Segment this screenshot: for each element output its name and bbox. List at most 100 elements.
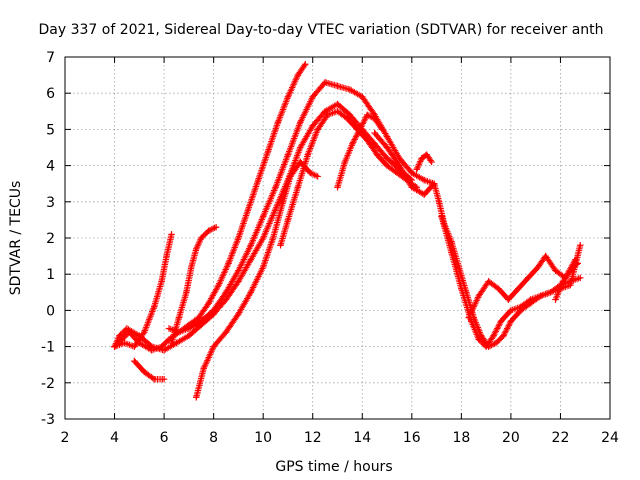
data-point: [371, 115, 378, 122]
data-point: [517, 303, 525, 310]
data-series: [111, 61, 584, 401]
data-point: [490, 332, 497, 339]
data-point: [123, 325, 131, 332]
x-tick-label: 2: [61, 430, 70, 446]
data-point: [525, 274, 532, 282]
data-point: [577, 242, 584, 249]
data-point: [418, 155, 425, 162]
data-point: [346, 86, 354, 93]
series-track-a: [111, 79, 438, 354]
data-point: [235, 310, 242, 318]
data-point: [423, 151, 430, 158]
data-point: [247, 289, 254, 296]
series-track-k: [438, 213, 584, 350]
x-tick-label: 6: [160, 430, 169, 446]
x-tick-label: 10: [254, 430, 272, 446]
data-point: [468, 318, 475, 325]
data-point: [259, 234, 267, 242]
data-point: [507, 318, 515, 325]
data-point: [235, 234, 242, 242]
series-track-e: [168, 223, 220, 347]
data-point: [141, 368, 148, 376]
data-point: [507, 307, 515, 314]
data-point: [297, 144, 304, 151]
data-point: [378, 126, 386, 133]
data-point: [371, 129, 378, 137]
data-point: [245, 205, 252, 213]
data-point: [572, 256, 579, 263]
data-point: [272, 184, 279, 191]
data-point: [534, 263, 542, 271]
y-tick-label: 3: [46, 195, 55, 211]
data-point: [314, 173, 321, 180]
data-point: [559, 278, 567, 285]
data-point: [284, 151, 292, 158]
y-tick-label: -2: [41, 376, 55, 392]
data-point: [294, 71, 302, 79]
data-point: [198, 234, 205, 242]
data-point: [408, 169, 416, 177]
x-tick-label: 22: [552, 430, 570, 446]
data-point: [334, 82, 341, 90]
data-point: [185, 321, 193, 329]
data-point: [304, 151, 311, 158]
data-point: [168, 231, 175, 238]
y-tick-label: 6: [46, 86, 55, 102]
data-point: [188, 263, 195, 271]
data-point: [205, 299, 212, 307]
data-point: [371, 140, 378, 148]
data-point: [527, 296, 534, 303]
data-point: [269, 234, 277, 242]
data-point: [185, 332, 193, 339]
data-point: [307, 169, 314, 177]
data-point: [334, 108, 341, 115]
data-point: [279, 198, 287, 205]
data-point: [247, 256, 254, 263]
y-tick-label: -1: [41, 340, 55, 356]
data-point: [284, 216, 292, 224]
data-point: [183, 289, 190, 296]
data-point: [567, 267, 574, 274]
data-point: [574, 260, 581, 267]
data-point: [334, 184, 341, 191]
data-point: [383, 133, 391, 140]
data-point: [212, 223, 220, 231]
data-point: [383, 162, 391, 169]
series-track-b: [111, 100, 416, 354]
data-point: [505, 296, 512, 303]
data-point: [475, 336, 482, 343]
y-tick-label: 1: [46, 267, 55, 283]
data-point: [408, 184, 416, 191]
y-tick-label: 2: [46, 231, 55, 247]
data-point: [200, 365, 207, 372]
data-point: [552, 267, 559, 274]
data-point: [272, 205, 279, 213]
data-point: [247, 242, 254, 249]
data-point: [235, 278, 242, 285]
data-point: [577, 274, 584, 282]
data-point: [542, 252, 549, 260]
data-point: [235, 267, 242, 274]
data-point: [158, 278, 165, 285]
data-point: [567, 281, 574, 289]
series-track-n: [413, 151, 435, 173]
data-point: [364, 137, 371, 144]
series-track-l: [465, 252, 579, 321]
data-point: [215, 281, 222, 289]
data-point: [383, 155, 391, 162]
data-point: [492, 339, 500, 347]
x-tick-label: 16: [403, 430, 421, 446]
data-point: [321, 108, 329, 115]
data-point: [175, 314, 183, 321]
data-point: [163, 252, 170, 260]
y-tick-label: -3: [41, 412, 55, 428]
data-point: [346, 111, 354, 119]
data-point: [160, 347, 168, 354]
data-point: [485, 278, 492, 285]
grid-lines: [65, 57, 610, 419]
data-point: [259, 263, 267, 271]
data-point: [198, 321, 205, 329]
data-point: [259, 213, 267, 220]
data-point: [148, 343, 155, 350]
data-point: [175, 328, 183, 336]
